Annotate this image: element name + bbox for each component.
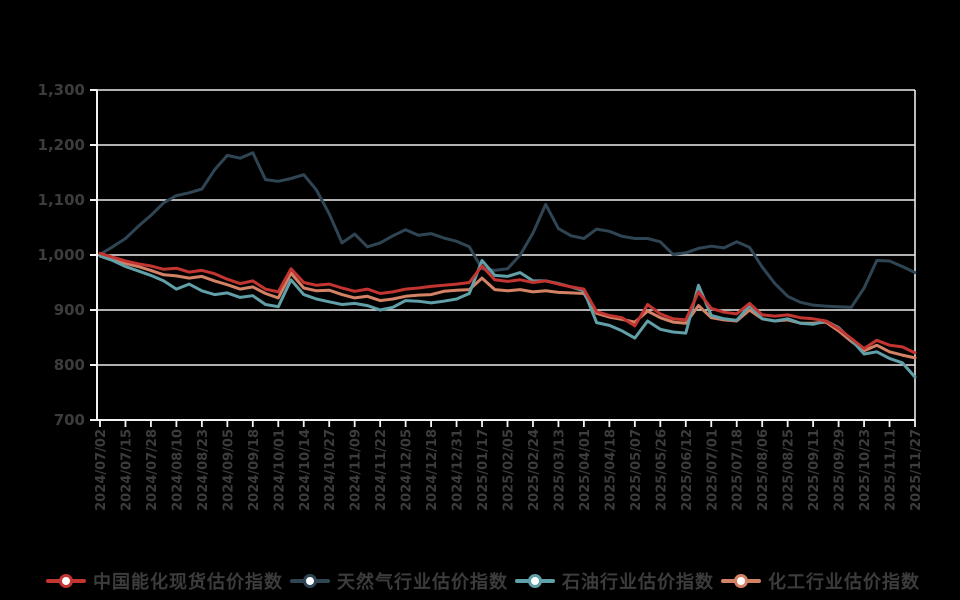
legend-item-3[interactable]: 化工行业估价指数: [721, 568, 920, 594]
y-axis-label: 900: [54, 301, 85, 319]
x-axis-label: 2024/09/18: [247, 429, 262, 511]
chart-legend: 中国能化现货估价指数 天然气行业估价指数 石油行业估价指数 化工行业估价指数: [46, 564, 920, 598]
x-axis-label: 2025/09/11: [807, 429, 822, 511]
legend-label: 化工行业估价指数: [768, 572, 920, 593]
y-axis-label: 800: [54, 356, 85, 374]
legend-label: 中国能化现货估价指数: [93, 572, 283, 593]
legend-line-circle-marker: [721, 574, 761, 589]
x-axis-label: 2025/02/05: [502, 429, 517, 511]
legend-label: 石油行业估价指数: [562, 572, 714, 593]
series-line-3: [98, 253, 917, 360]
legend-line-circle-marker: [290, 574, 330, 589]
legend-line-circle-marker: [46, 574, 86, 589]
x-axis-label: 2025/05/26: [654, 429, 669, 511]
x-axis-label: 2024/10/01: [272, 429, 287, 511]
legend-item-2[interactable]: 石油行业估价指数: [515, 568, 714, 594]
x-axis-label: 2025/01/17: [476, 429, 491, 511]
x-axis-label: 2025/05/07: [629, 429, 644, 511]
y-axis-label: 1,000: [38, 246, 85, 264]
y-axis-label: 1,100: [38, 191, 85, 209]
legend-label: 天然气行业估价指数: [337, 572, 508, 593]
x-axis-label: 2025/11/27: [909, 429, 924, 511]
y-axis-label: 700: [54, 411, 85, 429]
x-axis-label: 2025/10/23: [858, 429, 873, 511]
x-axis-label: 2024/12/05: [400, 429, 415, 511]
x-axis-label: 2025/07/01: [705, 429, 720, 511]
x-axis-label: 2024/07/02: [94, 429, 109, 511]
x-axis-label: 2025/08/06: [756, 429, 771, 511]
x-axis-label: 2025/04/18: [603, 429, 618, 511]
x-axis-label: 2025/03/13: [552, 429, 567, 511]
x-axis-label: 2024/11/22: [374, 429, 389, 511]
y-axis-label: 1,300: [38, 81, 85, 99]
x-axis-label: 2025/04/01: [578, 429, 593, 511]
x-axis-label: 2025/06/12: [680, 429, 695, 511]
x-axis-label: 2025/08/25: [782, 429, 797, 511]
x-axis-label: 2024/10/27: [323, 429, 338, 511]
x-axis-label: 2024/12/31: [451, 429, 466, 511]
x-axis-label: 2024/08/23: [196, 429, 211, 511]
x-axis-label: 2024/07/28: [145, 429, 160, 511]
x-axis-label: 2024/09/05: [221, 429, 236, 511]
legend-item-1[interactable]: 天然气行业估价指数: [290, 568, 508, 594]
x-axis-label: 2024/07/15: [119, 429, 134, 511]
x-axis-label: 2025/02/24: [527, 429, 542, 511]
x-axis-label: 2025/07/18: [731, 429, 746, 511]
legend-item-0[interactable]: 中国能化现货估价指数: [46, 568, 283, 594]
x-axis-label: 2025/09/29: [833, 429, 848, 511]
series-line-0: [98, 251, 917, 355]
x-axis-label: 2024/10/14: [298, 429, 313, 511]
x-axis-label: 2024/08/10: [170, 429, 185, 511]
x-axis-label: 2025/11/11: [884, 429, 899, 511]
y-axis-label: 1,200: [38, 136, 85, 154]
series-line-2: [98, 254, 917, 379]
series-line-1: [98, 151, 917, 309]
x-axis-label: 2024/11/09: [349, 429, 364, 511]
legend-line-circle-marker: [515, 574, 555, 589]
x-axis-label: 2024/12/18: [425, 429, 440, 511]
